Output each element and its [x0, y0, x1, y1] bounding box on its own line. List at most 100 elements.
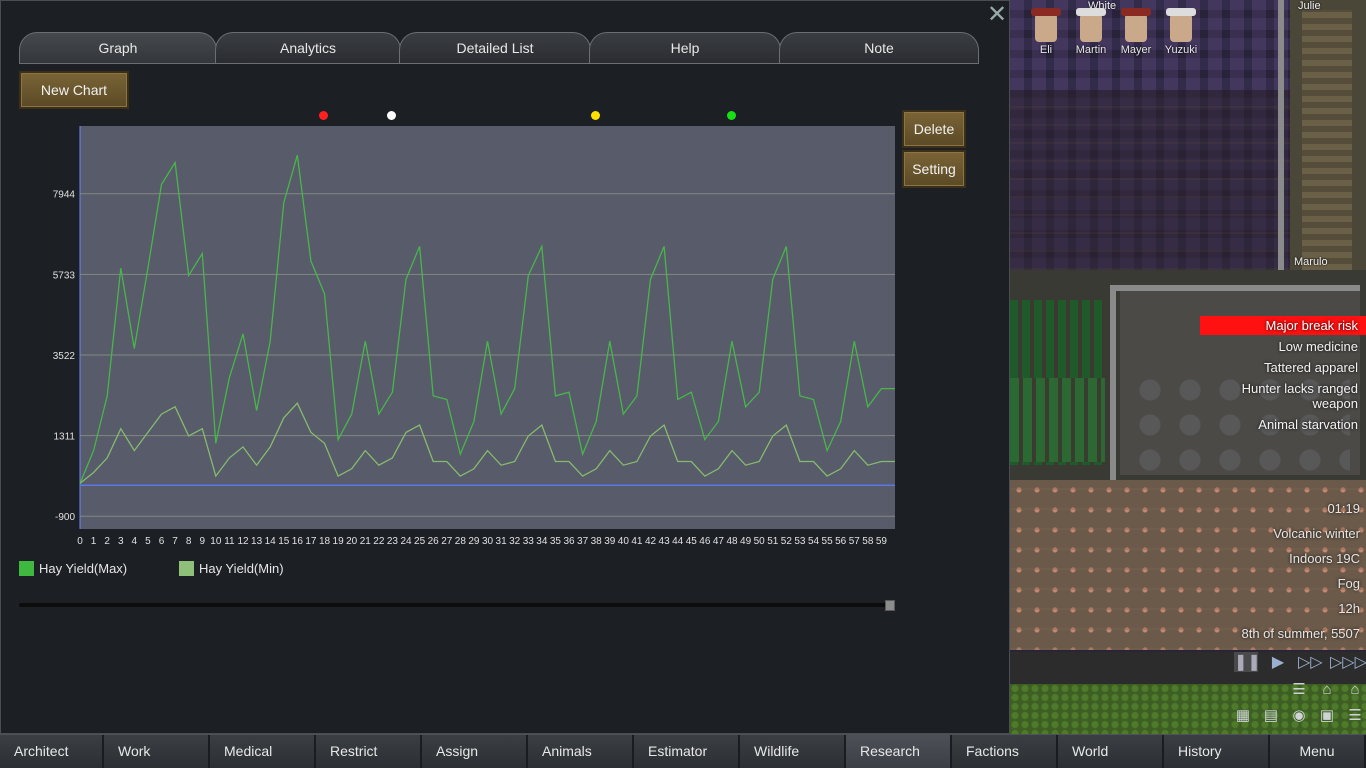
main-tab-research[interactable]: Research [846, 735, 952, 768]
y-tick-label: 1311 [53, 432, 75, 443]
alert-low-medicine[interactable]: Low medicine [1278, 339, 1359, 354]
colonist-name: Martin [1075, 44, 1107, 56]
weather: Fog [1337, 576, 1360, 591]
pause-icon[interactable]: ❚❚ [1234, 652, 1261, 672]
x-tick-label: 43 [659, 536, 671, 547]
tab-analytics[interactable]: Analytics [215, 32, 401, 64]
label-marulo: Marulo [1294, 256, 1328, 268]
series-line-min [79, 402, 895, 484]
x-tick-label: 35 [550, 536, 562, 547]
y-tick-label: 3522 [53, 351, 76, 362]
x-tick-label: 9 [199, 536, 205, 547]
marker-dot-red[interactable] [319, 111, 328, 120]
superfast-icon[interactable]: ▷▷▷ [1330, 654, 1366, 671]
alert-hunter-weapon[interactable]: Hunter lacks ranged weapon [1241, 381, 1358, 411]
y-tick-label: 5733 [53, 270, 76, 281]
x-tick-label: 45 [686, 536, 698, 547]
range-slider-track[interactable] [19, 603, 895, 607]
storage-room [1010, 90, 1290, 270]
x-tick-label: 59 [876, 536, 888, 547]
legend-label-max: Hay Yield(Max) [39, 561, 128, 576]
priority-toggle-icon[interactable]: ☰ [1348, 707, 1362, 724]
grid-toggle-icon[interactable]: ▦ [1235, 707, 1251, 724]
main-tab-architect[interactable]: Architect [0, 735, 104, 768]
marker-dot-green[interactable] [727, 111, 736, 120]
grass-area [1010, 684, 1366, 734]
list-toggle-icon[interactable]: ☰ [1292, 681, 1306, 698]
x-tick-label: 51 [767, 536, 779, 547]
wall [1278, 0, 1284, 270]
x-tick-label: 25 [414, 536, 426, 547]
tab-help[interactable]: Help [589, 32, 781, 64]
delete-button[interactable]: Delete [902, 110, 966, 148]
alert-animal-starvation[interactable]: Animal starvation [1258, 417, 1358, 432]
x-tick-label: 44 [672, 536, 684, 547]
time-control-bar [1010, 652, 1366, 684]
legend-item-max[interactable]: Hay Yield(Max) [19, 561, 127, 576]
main-tab-history[interactable]: History [1164, 735, 1270, 768]
zone-toggle-icon[interactable]: ▣ [1319, 707, 1335, 724]
hour: 12h [1338, 601, 1360, 616]
fast-forward-icon[interactable]: ▷▷ [1298, 654, 1323, 671]
x-tick-label: 37 [577, 536, 589, 547]
x-tick-label: 1 [91, 536, 97, 547]
x-tick-label: 2 [104, 536, 110, 547]
roof-toggle-icon[interactable]: ⌂ [1322, 681, 1332, 698]
colonist-portrait[interactable]: Martin [1071, 8, 1111, 56]
main-tab-factions[interactable]: Factions [952, 735, 1058, 768]
marker-dot-white[interactable] [387, 111, 396, 120]
pawn-toggle-icon[interactable]: ◉ [1292, 707, 1306, 724]
setting-button[interactable]: Setting [902, 150, 966, 188]
main-tab-wildlife[interactable]: Wildlife [740, 735, 846, 768]
new-chart-button[interactable]: New Chart [19, 71, 129, 109]
time-info: 01:19 Volcanic winter Indoors 19C Fog 12… [1180, 500, 1360, 650]
main-tab-estimator[interactable]: Estimator [634, 735, 740, 768]
colonist-portrait[interactable]: Yuzuki [1161, 8, 1201, 56]
stats-toggle-icon[interactable]: ▤ [1263, 707, 1279, 724]
home-area-icon[interactable]: ⌂ [1350, 681, 1360, 698]
colonist-name: Eli [1039, 44, 1053, 56]
colonist-portrait[interactable]: Eli [1026, 8, 1066, 56]
x-tick-label: 18 [319, 536, 331, 547]
series-line-max [79, 155, 895, 484]
colonist-portrait[interactable]: Mayer [1116, 8, 1156, 56]
x-tick-label: 7 [172, 536, 178, 547]
main-tab-assign[interactable]: Assign [422, 735, 528, 768]
pawn-avatar [1076, 8, 1106, 42]
x-tick-label: 5 [145, 536, 151, 547]
growing-zone-2 [1010, 378, 1105, 462]
game-map[interactable]: White Julie Marulo Eli Martin Mayer Yuzu… [1010, 0, 1366, 734]
main-tab-restrict[interactable]: Restrict [316, 735, 422, 768]
main-tab-animals[interactable]: Animals [528, 735, 634, 768]
x-tick-label: 24 [400, 536, 412, 547]
x-tick-label: 22 [373, 536, 385, 547]
main-tab-menu[interactable]: Menu [1270, 735, 1366, 768]
x-tick-label: 11 [224, 536, 235, 547]
main-tab-world[interactable]: World [1058, 735, 1164, 768]
label-julie: Julie [1298, 0, 1321, 12]
x-tick-label: 17 [305, 536, 317, 547]
colonist-name: Yuzuki [1164, 44, 1198, 56]
x-tick-label: 30 [482, 536, 494, 547]
main-tab-work[interactable]: Work [104, 735, 210, 768]
x-tick-label: 0 [77, 536, 83, 547]
main-tab-medical[interactable]: Medical [210, 735, 316, 768]
tab-detailed-list[interactable]: Detailed List [399, 32, 591, 64]
legend-item-min[interactable]: Hay Yield(Min) [179, 561, 284, 576]
range-slider-handle[interactable] [885, 600, 895, 611]
date: 8th of summer, 5507 [1241, 626, 1360, 641]
x-tick-label: 23 [387, 536, 399, 547]
tab-note[interactable]: Note [779, 32, 979, 64]
y-tick-label: 7944 [53, 190, 76, 201]
play-icon[interactable]: ▶ [1271, 654, 1285, 671]
plot-area [80, 126, 895, 529]
alert-major-break-risk[interactable]: Major break risk [1200, 316, 1366, 335]
marker-dot-yellow[interactable] [591, 111, 600, 120]
x-tick-label: 26 [428, 536, 440, 547]
alerts-panel: Major break risk Low medicine Tattered a… [1200, 316, 1366, 436]
close-icon[interactable]: ✕ [986, 1, 1008, 28]
x-tick-label: 58 [862, 536, 874, 547]
alert-tattered-apparel[interactable]: Tattered apparel [1264, 360, 1358, 375]
wall [1110, 285, 1360, 291]
x-tick-label: 8 [186, 536, 192, 547]
